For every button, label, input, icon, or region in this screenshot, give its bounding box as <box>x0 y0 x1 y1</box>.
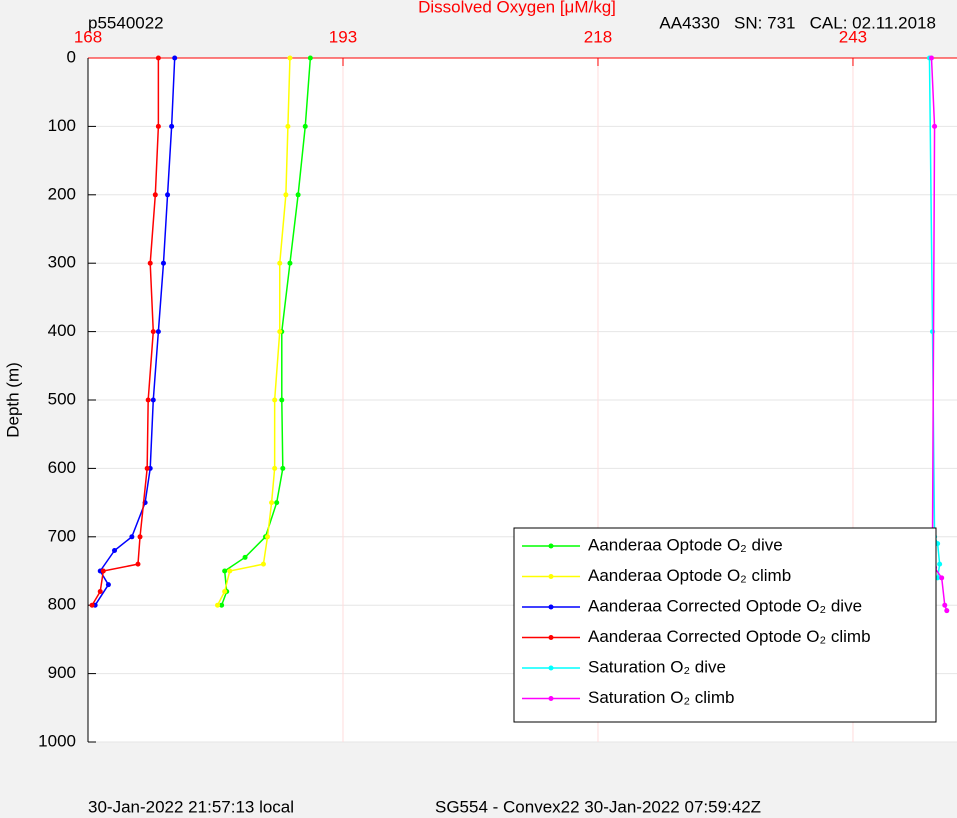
footer-right: SG554 - Convex22 30-Jan-2022 07:59:42Z <box>435 797 761 816</box>
legend-box <box>513 527 937 723</box>
data-point <box>260 561 266 567</box>
data-point <box>242 554 248 560</box>
data-point <box>100 568 106 574</box>
data-point <box>144 465 150 471</box>
data-point <box>150 397 156 403</box>
data-point <box>222 589 228 595</box>
y-tick-label: 500 <box>48 389 76 408</box>
data-point <box>89 602 95 608</box>
y-axis-label: Depth (m) <box>3 362 22 438</box>
data-point <box>272 397 278 403</box>
y-tick-label: 100 <box>48 116 76 135</box>
y-tick-label: 200 <box>48 184 76 203</box>
data-point <box>97 589 103 595</box>
data-point <box>147 260 153 266</box>
data-point <box>307 55 313 61</box>
data-point <box>160 260 166 266</box>
y-tick-label: 1000 <box>38 731 76 750</box>
data-point <box>944 608 950 614</box>
footer-left: 30-Jan-2022 21:57:13 local <box>88 797 294 816</box>
series-line <box>91 58 160 606</box>
legend-label: Saturation O₂ dive <box>588 657 726 676</box>
legend-label: Saturation O₂ climb <box>588 688 734 707</box>
data-point <box>105 582 111 588</box>
x-tick-label: 218 <box>584 27 612 46</box>
legend-label: Aanderaa Optode O₂ climb <box>588 566 791 585</box>
y-tick-label: 700 <box>48 526 76 545</box>
data-point <box>150 329 156 335</box>
legend-marker <box>548 604 554 610</box>
legend-label: Aanderaa Corrected Optode O₂ climb <box>588 627 871 646</box>
data-point <box>269 500 275 506</box>
y-tick-label: 800 <box>48 595 76 614</box>
data-point <box>172 55 178 61</box>
data-point <box>272 465 278 471</box>
data-point <box>222 568 228 574</box>
chart-title: Dissolved Oxygen [μM/kg] <box>418 0 616 16</box>
data-point <box>929 55 935 61</box>
legend-marker <box>548 543 554 549</box>
y-tick-label: 0 <box>67 47 76 66</box>
y-tick-label: 400 <box>48 321 76 340</box>
data-point <box>274 500 280 506</box>
data-point <box>295 192 301 198</box>
data-point <box>129 534 135 540</box>
data-point <box>937 561 943 567</box>
data-point <box>283 192 289 198</box>
data-point <box>277 260 283 266</box>
data-point <box>155 55 161 61</box>
data-point <box>137 534 143 540</box>
data-point <box>215 602 221 608</box>
data-point <box>112 547 118 553</box>
data-point <box>155 123 161 129</box>
data-point <box>145 397 151 403</box>
y-tick-label: 900 <box>48 663 76 682</box>
top-right-label: AA4330 SN: 731 CAL: 02.11.2018 <box>659 13 936 32</box>
data-point <box>287 260 293 266</box>
legend-marker <box>548 696 554 701</box>
data-point <box>135 561 141 567</box>
y-tick-label: 600 <box>48 458 76 477</box>
x-tick-label: 243 <box>839 27 867 46</box>
top-left-label: p5540022 <box>88 13 164 32</box>
data-point <box>287 55 293 61</box>
x-tick-label: 193 <box>329 27 357 46</box>
data-point <box>302 123 308 129</box>
data-point <box>165 192 171 198</box>
data-point <box>155 329 161 335</box>
data-point <box>265 534 271 540</box>
legend-marker <box>548 665 554 671</box>
data-point <box>939 575 945 581</box>
x-tick-label: 168 <box>74 27 102 46</box>
legend-marker <box>548 574 554 579</box>
data-point <box>285 123 291 129</box>
legend-marker <box>548 635 554 640</box>
data-point <box>169 123 175 129</box>
legend-label: Aanderaa Optode O₂ dive <box>588 535 783 554</box>
data-point <box>942 602 948 608</box>
y-tick-label: 300 <box>48 253 76 272</box>
legend-label: Aanderaa Corrected Optode O₂ dive <box>588 596 862 615</box>
data-point <box>932 123 938 129</box>
data-point <box>277 329 283 335</box>
data-point <box>279 397 285 403</box>
data-point <box>219 602 225 608</box>
data-point <box>152 192 158 198</box>
data-point <box>280 465 286 471</box>
data-point <box>227 568 233 574</box>
